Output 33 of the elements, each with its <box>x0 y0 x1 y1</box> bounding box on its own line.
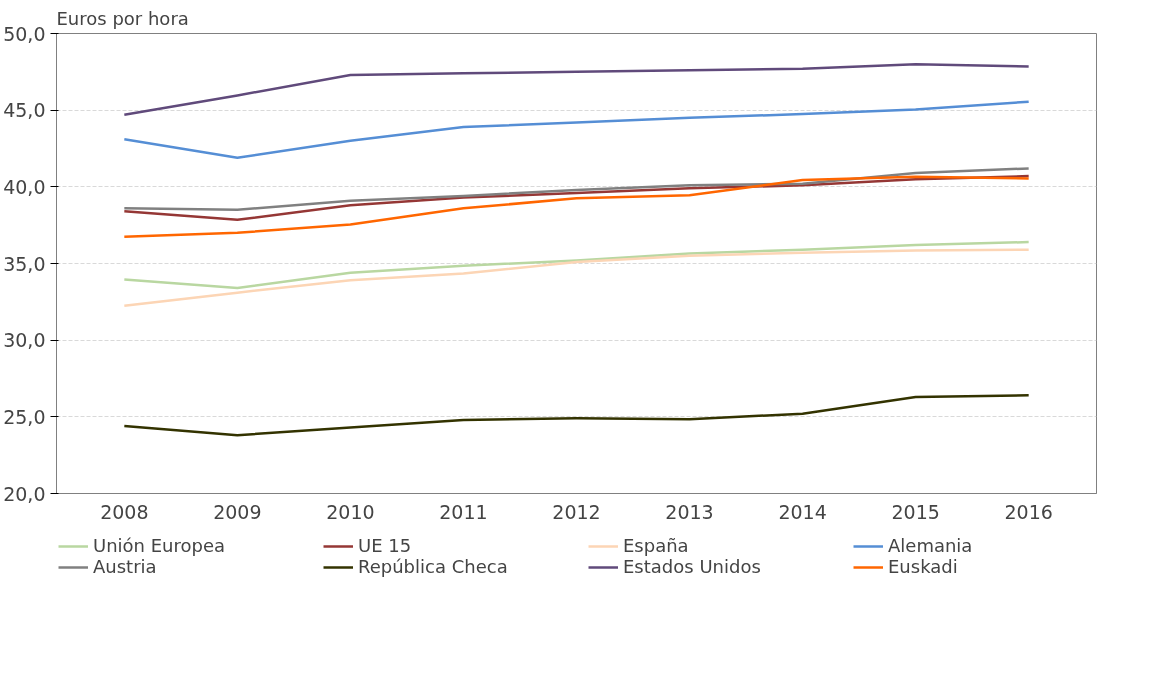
x-tick-label: 2012 <box>552 500 601 523</box>
y-tick-label: 35,0 <box>3 252 46 275</box>
x-tick-label: 2009 <box>213 500 262 523</box>
x-tick-label: 2010 <box>326 500 375 523</box>
legend-label: República Checa <box>358 556 509 577</box>
x-tick-label: 2016 <box>1004 500 1053 523</box>
x-tick-label: 2011 <box>439 500 488 523</box>
y-tick-label: 20,0 <box>3 482 46 505</box>
line-series <box>123 62 1030 117</box>
legend-label: Austria <box>93 556 158 577</box>
y-tick-label: 50,0 <box>3 22 46 45</box>
line-series <box>123 394 1030 437</box>
line-series <box>123 240 1030 290</box>
legend-label: España <box>623 535 690 556</box>
y-axis-title: Euros por hora <box>56 7 189 29</box>
line-series <box>123 167 1030 212</box>
y-tick-label: 40,0 <box>3 175 46 198</box>
y-tick-label: 25,0 <box>3 405 46 428</box>
line-series <box>123 175 1030 238</box>
line-series <box>123 248 1030 307</box>
legend-label: Unión Europea <box>93 535 227 556</box>
x-tick-label: 2013 <box>665 500 714 523</box>
x-tick-label: 2008 <box>100 500 149 523</box>
y-tick-label: 30,0 <box>3 329 46 352</box>
x-tick-label: 2015 <box>891 500 940 523</box>
legend-label: UE 15 <box>358 535 413 556</box>
legend-label: Euskadi <box>888 556 959 577</box>
x-tick-label: 2014 <box>778 500 827 523</box>
line-series <box>123 100 1030 159</box>
line-series <box>123 174 1030 222</box>
y-tick-label: 45,0 <box>3 99 46 122</box>
legend-label: Estados Unidos <box>623 556 762 577</box>
legend-label: Alemania <box>888 535 974 556</box>
